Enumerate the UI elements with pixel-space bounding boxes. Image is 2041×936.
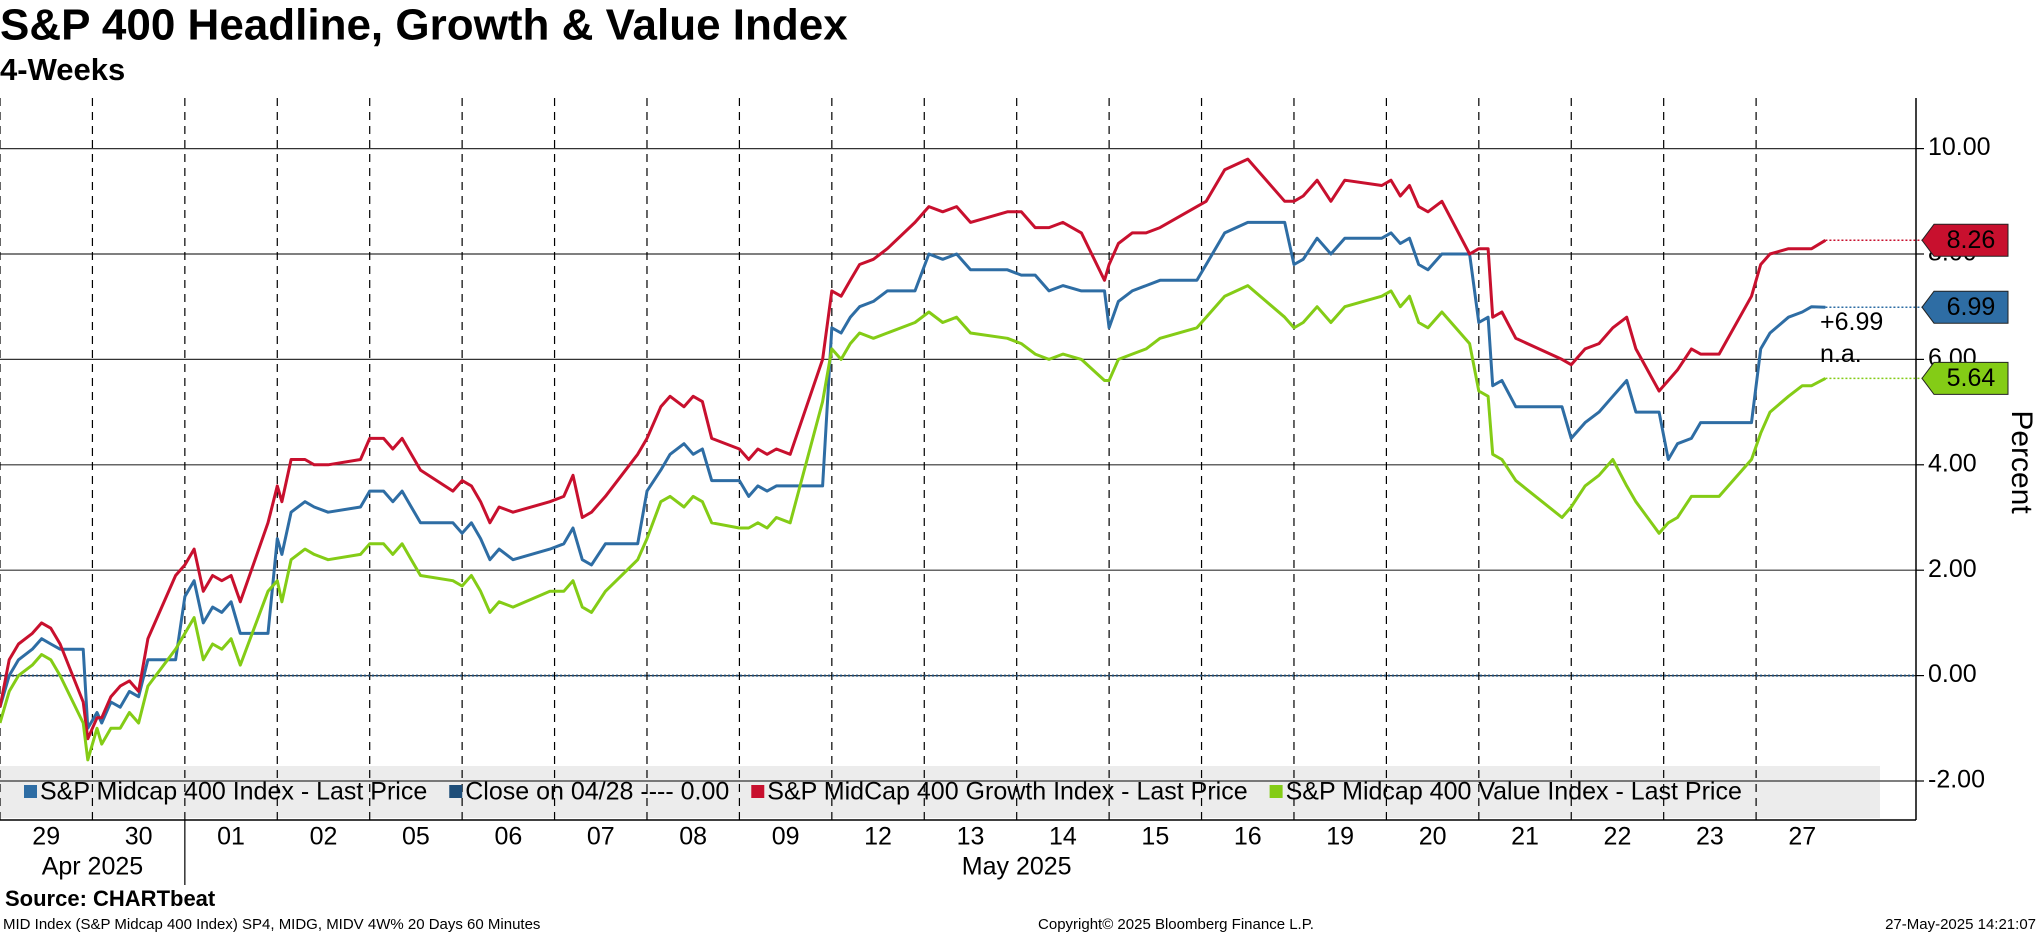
y-axis-label: Percent — [2005, 410, 2038, 514]
legend-label: Close on 04/28 ---- 0.00 — [465, 778, 729, 806]
x-tick-label: 19 — [1326, 823, 1354, 851]
y-tick-label: 2.00 — [1928, 555, 1977, 583]
x-tick-label: 15 — [1141, 823, 1169, 851]
x-tick-label: 13 — [957, 823, 985, 851]
legend-label: S&P MidCap 400 Growth Index - Last Price — [767, 778, 1247, 806]
x-tick-label: 12 — [864, 823, 892, 851]
last-value-label: 8.26 — [1947, 226, 1996, 254]
y-tick-label: 10.00 — [1928, 133, 1991, 161]
legend-label: S&P Midcap 400 Value Index - Last Price — [1286, 778, 1742, 806]
footer-left: MID Index (S&P Midcap 400 Index) SP4, MI… — [3, 916, 540, 933]
x-group-label: Apr 2025 — [42, 853, 143, 881]
source: Source: CHARTbeat — [5, 886, 216, 911]
x-group-label: May 2025 — [962, 853, 1072, 881]
annotation: +6.99 — [1820, 308, 1883, 336]
series-line — [0, 284, 1827, 762]
legend-swatch — [1269, 785, 1283, 798]
last-value-label: 5.64 — [1947, 364, 1996, 392]
x-tick-label: 14 — [1049, 823, 1077, 851]
legend-swatch — [24, 785, 37, 798]
last-value-label: 6.99 — [1947, 293, 1996, 321]
legend-label: S&P Midcap 400 Index - Last Price — [40, 778, 427, 806]
y-tick-label: 4.00 — [1928, 449, 1977, 477]
x-tick-label: 29 — [32, 823, 60, 851]
x-tick-label: 20 — [1419, 823, 1447, 851]
x-tick-label: 06 — [494, 823, 522, 851]
x-tick-label: 21 — [1511, 823, 1539, 851]
y-tick-label: -2.00 — [1928, 766, 1985, 794]
last-value-box — [1921, 361, 2009, 395]
annotation: n.a. — [1820, 340, 1862, 368]
x-tick-label: 30 — [125, 823, 153, 851]
last-value-box — [1921, 223, 2009, 257]
series-line — [0, 220, 1826, 730]
x-tick-label: 01 — [217, 823, 245, 851]
legend-background — [0, 766, 1880, 818]
x-tick-label: 23 — [1696, 823, 1724, 851]
footer-center: Copyright© 2025 Bloomberg Finance L.P. — [1038, 916, 1314, 933]
series-line — [0, 157, 1827, 741]
chart-title: S&P 400 Headline, Growth & Value Index — [0, 1, 848, 50]
chart-subtitle: 4-Weeks — [0, 52, 125, 87]
x-tick-label: 09 — [772, 823, 800, 851]
x-tick-label: 05 — [402, 823, 430, 851]
y-tick-label: 0.00 — [1928, 660, 1977, 688]
x-tick-label: 07 — [587, 823, 615, 851]
x-tick-label: 02 — [310, 823, 338, 851]
legend-swatch — [449, 785, 463, 798]
x-tick-label: 22 — [1604, 823, 1632, 851]
x-tick-label: 27 — [1788, 823, 1816, 851]
x-tick-label: 08 — [679, 823, 707, 851]
x-tick-label: 16 — [1234, 823, 1262, 851]
footer-right: 27-May-2025 14:21:07 — [1885, 916, 2036, 933]
legend-swatch — [751, 785, 765, 798]
last-value-box — [1921, 290, 2009, 324]
